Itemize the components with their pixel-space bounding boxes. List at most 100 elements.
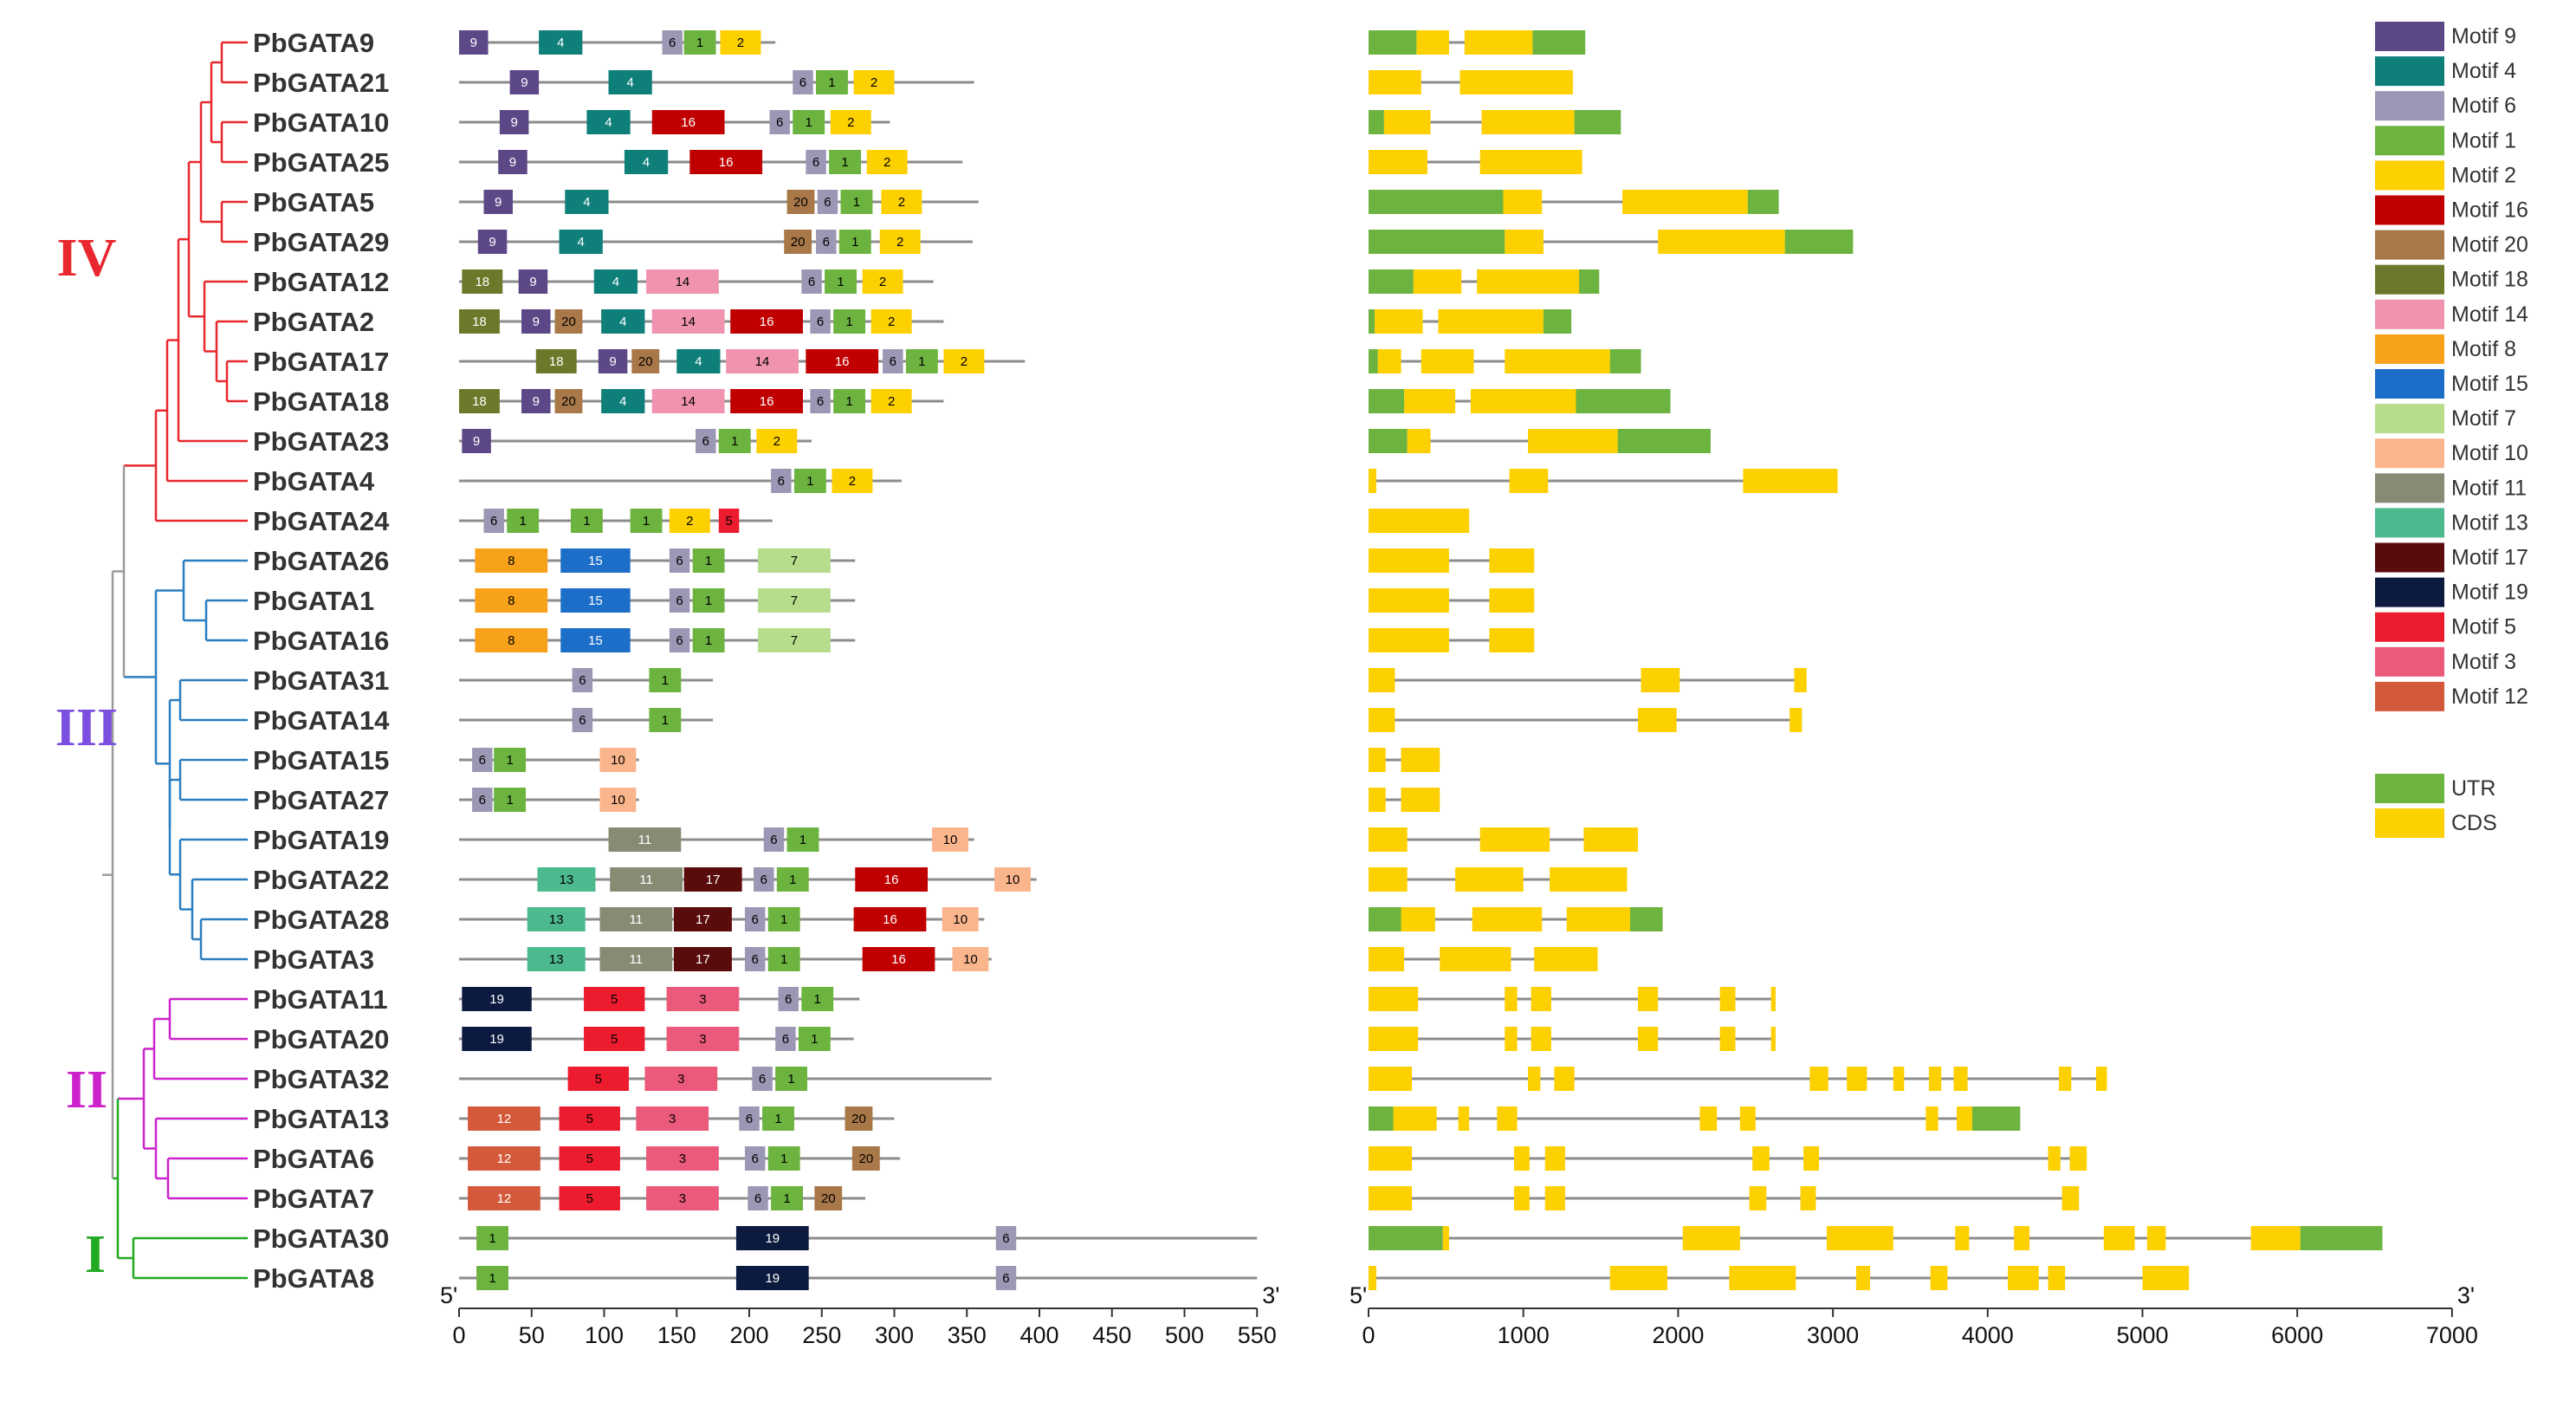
utr-block <box>1784 230 1854 254</box>
motif-number: 4 <box>643 155 650 170</box>
legend: Motif 9 Motif 4 Motif 6 Motif 1 Motif 2 Motif… <box>2375 22 2528 838</box>
motif-number: 6 <box>702 434 709 449</box>
motif-number: 1 <box>705 554 712 568</box>
motif-number: 20 <box>638 354 653 369</box>
gene-label: PbGATA30 <box>253 1223 389 1254</box>
motif-number: 6 <box>579 713 586 728</box>
legend-swatch <box>2375 264 2444 295</box>
motif-box <box>669 588 690 613</box>
motif-number: 13 <box>549 952 564 967</box>
tick-label: 200 <box>729 1322 768 1348</box>
legend-swatch <box>2375 91 2444 121</box>
motif-box <box>756 429 798 453</box>
motif-box <box>786 190 815 214</box>
motif-box <box>476 1266 508 1290</box>
cds-block <box>1719 987 1736 1011</box>
cds-block <box>1401 788 1440 812</box>
motif-box <box>559 1146 620 1171</box>
motif-box <box>995 1226 1017 1250</box>
gene-structure-row <box>1369 309 1572 334</box>
motif-number: 9 <box>533 315 540 329</box>
utr-block <box>1543 309 1572 334</box>
tick-label: 550 <box>1238 1322 1277 1348</box>
motif-number: 20 <box>851 1112 866 1126</box>
motif-number: 10 <box>1006 873 1020 887</box>
motif-box <box>730 389 803 413</box>
motif-box <box>554 389 583 413</box>
motif-box <box>649 668 682 692</box>
cds-block <box>1369 1067 1413 1091</box>
gene-label: PbGATA9 <box>253 28 374 58</box>
cds-block <box>2095 1067 2107 1091</box>
cds-block <box>1809 1067 1828 1091</box>
utr-block <box>1617 429 1711 453</box>
gene-label: PbGATA5 <box>253 187 374 217</box>
gene-label: PbGATA2 <box>253 307 374 337</box>
motif-box <box>483 509 504 533</box>
cds-block <box>1794 668 1807 692</box>
motif-number: 1 <box>662 713 669 728</box>
motif-number: 20 <box>858 1152 873 1166</box>
gene-label: PbGATA26 <box>253 546 389 576</box>
motif-box <box>518 269 548 294</box>
motif-box <box>599 907 673 931</box>
cds-block <box>1699 1106 1718 1131</box>
motif-box <box>475 628 548 652</box>
gene-structure-row <box>1369 349 1641 373</box>
motif-number: 6 <box>817 394 824 409</box>
motif-number: 2 <box>849 474 856 489</box>
motif-number: 1 <box>520 514 527 529</box>
gene-structure-row <box>1369 70 1573 94</box>
gene-label: PbGATA8 <box>253 1263 374 1294</box>
motif-number: 6 <box>746 1112 753 1126</box>
motif-box <box>584 1027 645 1051</box>
motif-box <box>599 748 637 772</box>
legend-label: Motif 11 <box>2451 476 2527 500</box>
cds-block <box>2146 1226 2166 1250</box>
cds-block <box>1544 1186 1565 1210</box>
tick-label: 3000 <box>1807 1322 1859 1348</box>
gene-label: PbGATA12 <box>253 267 389 297</box>
motif-box <box>866 150 908 174</box>
protein-row: 5 3 6 1 <box>459 1067 992 1091</box>
motif-number: 4 <box>583 195 590 210</box>
motif-box <box>651 309 725 334</box>
protein-row: 19 5 3 6 1 <box>459 987 860 1011</box>
gene-structure-row <box>1369 389 1671 413</box>
motif-number: 5 <box>586 1152 593 1166</box>
motif-number: 1 <box>845 394 852 409</box>
utr-block <box>1369 110 1384 134</box>
utr-block <box>1532 30 1586 55</box>
cds-block <box>1369 1186 1413 1210</box>
gene-structure-axis: 0 1000 2000 3000 4000 5000 6000 7000 5' 3' <box>1349 1282 2478 1348</box>
cds-block <box>2014 1226 2030 1250</box>
gene-label: PbGATA10 <box>253 107 389 138</box>
motif-number: 1 <box>789 873 796 887</box>
protein-row: 19 5 3 6 1 <box>459 1027 854 1051</box>
motif-box <box>669 548 690 573</box>
motif-number: 20 <box>821 1191 836 1206</box>
utr-block <box>1369 429 1408 453</box>
legend-label: Motif 8 <box>2451 337 2516 361</box>
gene-structure-row <box>1369 1226 2383 1250</box>
motif-number: 4 <box>695 354 702 369</box>
legend-label: Motif 19 <box>2451 581 2528 605</box>
cds-block <box>1369 70 1421 94</box>
cds-block <box>1637 987 1659 1011</box>
motif-number: 20 <box>561 394 576 409</box>
motif-box <box>995 1266 1017 1290</box>
legend-swatch <box>2375 404 2444 434</box>
motif-box <box>624 150 669 174</box>
motif-box <box>649 708 682 732</box>
motif-box <box>879 230 921 254</box>
motif-box <box>994 867 1031 892</box>
protein-row: 6 1 10 <box>459 748 639 772</box>
motif-number: 3 <box>677 1072 684 1087</box>
motif-number: 13 <box>560 873 574 887</box>
motif-number: 20 <box>791 235 806 250</box>
cds-block <box>1369 867 1408 892</box>
motif-number: 5 <box>611 992 618 1007</box>
legend-swatch <box>2375 508 2444 538</box>
legend-swatch <box>2375 369 2444 399</box>
motif-box <box>855 867 929 892</box>
